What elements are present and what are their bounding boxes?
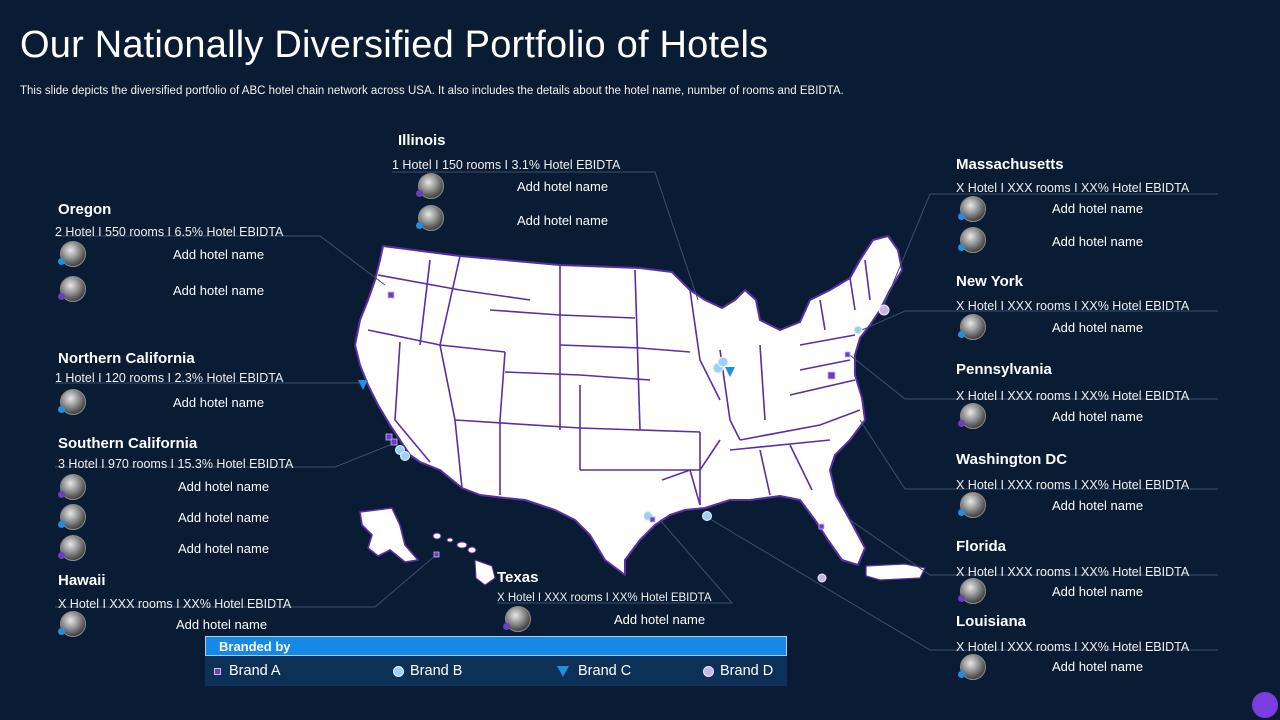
map-mainland bbox=[354, 235, 903, 576]
hotel-entry[interactable] bbox=[958, 402, 986, 430]
hotel-entry[interactable] bbox=[503, 605, 531, 633]
hotel-entry[interactable] bbox=[958, 653, 986, 681]
hotel-name[interactable]: Add hotel name bbox=[173, 283, 265, 298]
region-name-newyork: New York bbox=[956, 273, 1023, 290]
decorative-dot-icon bbox=[1252, 692, 1278, 718]
hotel-name[interactable]: Add hotel name bbox=[1052, 498, 1144, 513]
hotel-photo bbox=[58, 241, 86, 267]
region-illinois: Illinois bbox=[398, 132, 446, 149]
legend-label: Brand B bbox=[410, 663, 463, 679]
legend-item-brand-b: Brand B bbox=[393, 663, 462, 679]
hotel-name[interactable]: Add hotel name bbox=[178, 541, 270, 556]
hotel-name[interactable]: Add hotel name bbox=[1052, 659, 1144, 674]
region-stats-texas: X Hotel I XXX rooms I XX% Hotel EBIDTA bbox=[497, 592, 712, 604]
hotel-entry[interactable] bbox=[416, 204, 444, 232]
region-name-texas: Texas bbox=[497, 569, 539, 586]
region-stats-washingtondc: X Hotel I XXX rooms I XX% Hotel EBIDTA bbox=[956, 478, 1190, 492]
hotel-photo bbox=[958, 227, 986, 253]
hotel-entry[interactable] bbox=[958, 313, 986, 341]
region-name-ncal: Northern California bbox=[58, 350, 195, 367]
region-name-washingtondc: Washington DC bbox=[956, 451, 1068, 468]
hotel-photo bbox=[958, 578, 986, 604]
triangle-marker-icon bbox=[557, 665, 569, 677]
hotel-photo bbox=[958, 314, 986, 340]
hotel-photo bbox=[416, 205, 444, 231]
brand-legend: Branded by Brand A Brand B Brand C Brand… bbox=[205, 636, 787, 686]
region-stats-florida: X Hotel I XXX rooms I XX% Hotel EBIDTA bbox=[956, 565, 1190, 579]
legend-body: Brand A Brand B Brand C Brand D bbox=[205, 656, 787, 686]
hotel-photo bbox=[58, 389, 86, 415]
hotel-photo bbox=[58, 504, 86, 530]
hotel-name[interactable]: Add hotel name bbox=[517, 213, 609, 228]
region-stats-scal: 3 Hotel I 970 rooms I 15.3% Hotel EBIDTA bbox=[58, 457, 294, 471]
legend-item-brand-d: Brand D bbox=[703, 663, 773, 679]
hotel-entry[interactable] bbox=[58, 473, 86, 501]
hotel-entry[interactable] bbox=[58, 240, 86, 268]
region-name-scal: Southern California bbox=[58, 435, 198, 452]
hotel-name[interactable]: Add hotel name bbox=[517, 179, 609, 194]
region-stats-ncal: 1 Hotel I 120 rooms I 2.3% Hotel EBIDTA bbox=[55, 371, 284, 385]
legend-label: Brand A bbox=[229, 663, 281, 679]
hotel-photo bbox=[958, 196, 986, 222]
region-stats-louisiana: X Hotel I XXX rooms I XX% Hotel EBIDTA bbox=[956, 640, 1190, 654]
hotel-entry[interactable] bbox=[58, 534, 86, 562]
legend-item-brand-a: Brand A bbox=[214, 663, 281, 679]
legend-item-brand-c: Brand C bbox=[557, 663, 631, 679]
hotel-entry[interactable] bbox=[58, 610, 86, 638]
region-name: Illinois bbox=[398, 132, 446, 149]
hotel-entry[interactable] bbox=[958, 577, 986, 605]
region-stats-hawaii: X Hotel I XXX rooms I XX% Hotel EBIDTA bbox=[58, 597, 292, 611]
map-puerto-rico bbox=[865, 563, 926, 581]
hotel-name[interactable]: Add hotel name bbox=[1052, 201, 1144, 216]
hotel-name[interactable]: Add hotel name bbox=[614, 612, 706, 627]
hotel-entry[interactable] bbox=[416, 172, 444, 200]
hotel-photo bbox=[958, 654, 986, 680]
hotel-name[interactable]: Add hotel name bbox=[178, 479, 270, 494]
hotel-photo bbox=[58, 611, 86, 637]
hotel-name[interactable]: Add hotel name bbox=[173, 395, 265, 410]
hotel-photo bbox=[958, 492, 986, 518]
hotel-photo bbox=[58, 535, 86, 561]
region-name-oregon: Oregon bbox=[58, 201, 112, 218]
page-subtitle: This slide depicts the diversified portf… bbox=[20, 85, 844, 97]
region-name-louisiana: Louisiana bbox=[956, 613, 1027, 630]
region-stats-oregon: 2 Hotel I 550 rooms I 6.5% Hotel EBIDTA bbox=[55, 225, 284, 239]
hotel-name[interactable]: Add hotel name bbox=[1052, 584, 1144, 599]
square-marker-icon bbox=[214, 667, 221, 675]
hotel-name[interactable]: Add hotel name bbox=[1052, 234, 1144, 249]
region-stats-newyork: X Hotel I XXX rooms I XX% Hotel EBIDTA bbox=[956, 299, 1190, 313]
hotel-photo bbox=[416, 173, 444, 199]
region-name-massachusetts: Massachusetts bbox=[956, 156, 1064, 173]
hotel-entry[interactable] bbox=[958, 195, 986, 223]
region-name-hawaii: Hawaii bbox=[58, 572, 106, 589]
hotel-entry[interactable] bbox=[58, 503, 86, 531]
hotel-entry[interactable] bbox=[58, 275, 86, 303]
circle-marker-icon bbox=[703, 665, 714, 677]
legend-header: Branded by bbox=[205, 636, 787, 656]
hotel-entry[interactable] bbox=[958, 226, 986, 254]
hotel-entry[interactable] bbox=[958, 491, 986, 519]
region-name-florida: Florida bbox=[956, 538, 1007, 555]
hotel-name[interactable]: Add hotel name bbox=[173, 247, 265, 262]
circle-marker-icon bbox=[393, 665, 404, 677]
hotel-name[interactable]: Add hotel name bbox=[1052, 320, 1144, 335]
region-name-pennsylvania: Pennsylvania bbox=[956, 361, 1052, 378]
region-stats-pennsylvania: X Hotel I XXX rooms I XX% Hotel EBIDTA bbox=[956, 389, 1190, 403]
hotel-photo bbox=[503, 606, 531, 632]
legend-label: Brand C bbox=[578, 663, 632, 679]
page-title: Our Nationally Diversified Portfolio of … bbox=[20, 24, 769, 66]
region-stats-massachusetts: X Hotel I XXX rooms I XX% Hotel EBIDTA bbox=[956, 181, 1190, 195]
hotel-name[interactable]: Add hotel name bbox=[176, 617, 268, 632]
hotel-photo bbox=[58, 276, 86, 302]
hotel-name[interactable]: Add hotel name bbox=[178, 510, 270, 525]
legend-label: Brand D bbox=[720, 663, 774, 679]
hotel-entry[interactable] bbox=[58, 388, 86, 416]
hotel-photo bbox=[958, 403, 986, 429]
hotel-photo bbox=[58, 474, 86, 500]
map-alaska bbox=[359, 507, 420, 563]
hotel-name[interactable]: Add hotel name bbox=[1052, 409, 1144, 424]
region-stats: 1 Hotel I 150 rooms I 3.1% Hotel EBIDTA bbox=[392, 158, 621, 172]
